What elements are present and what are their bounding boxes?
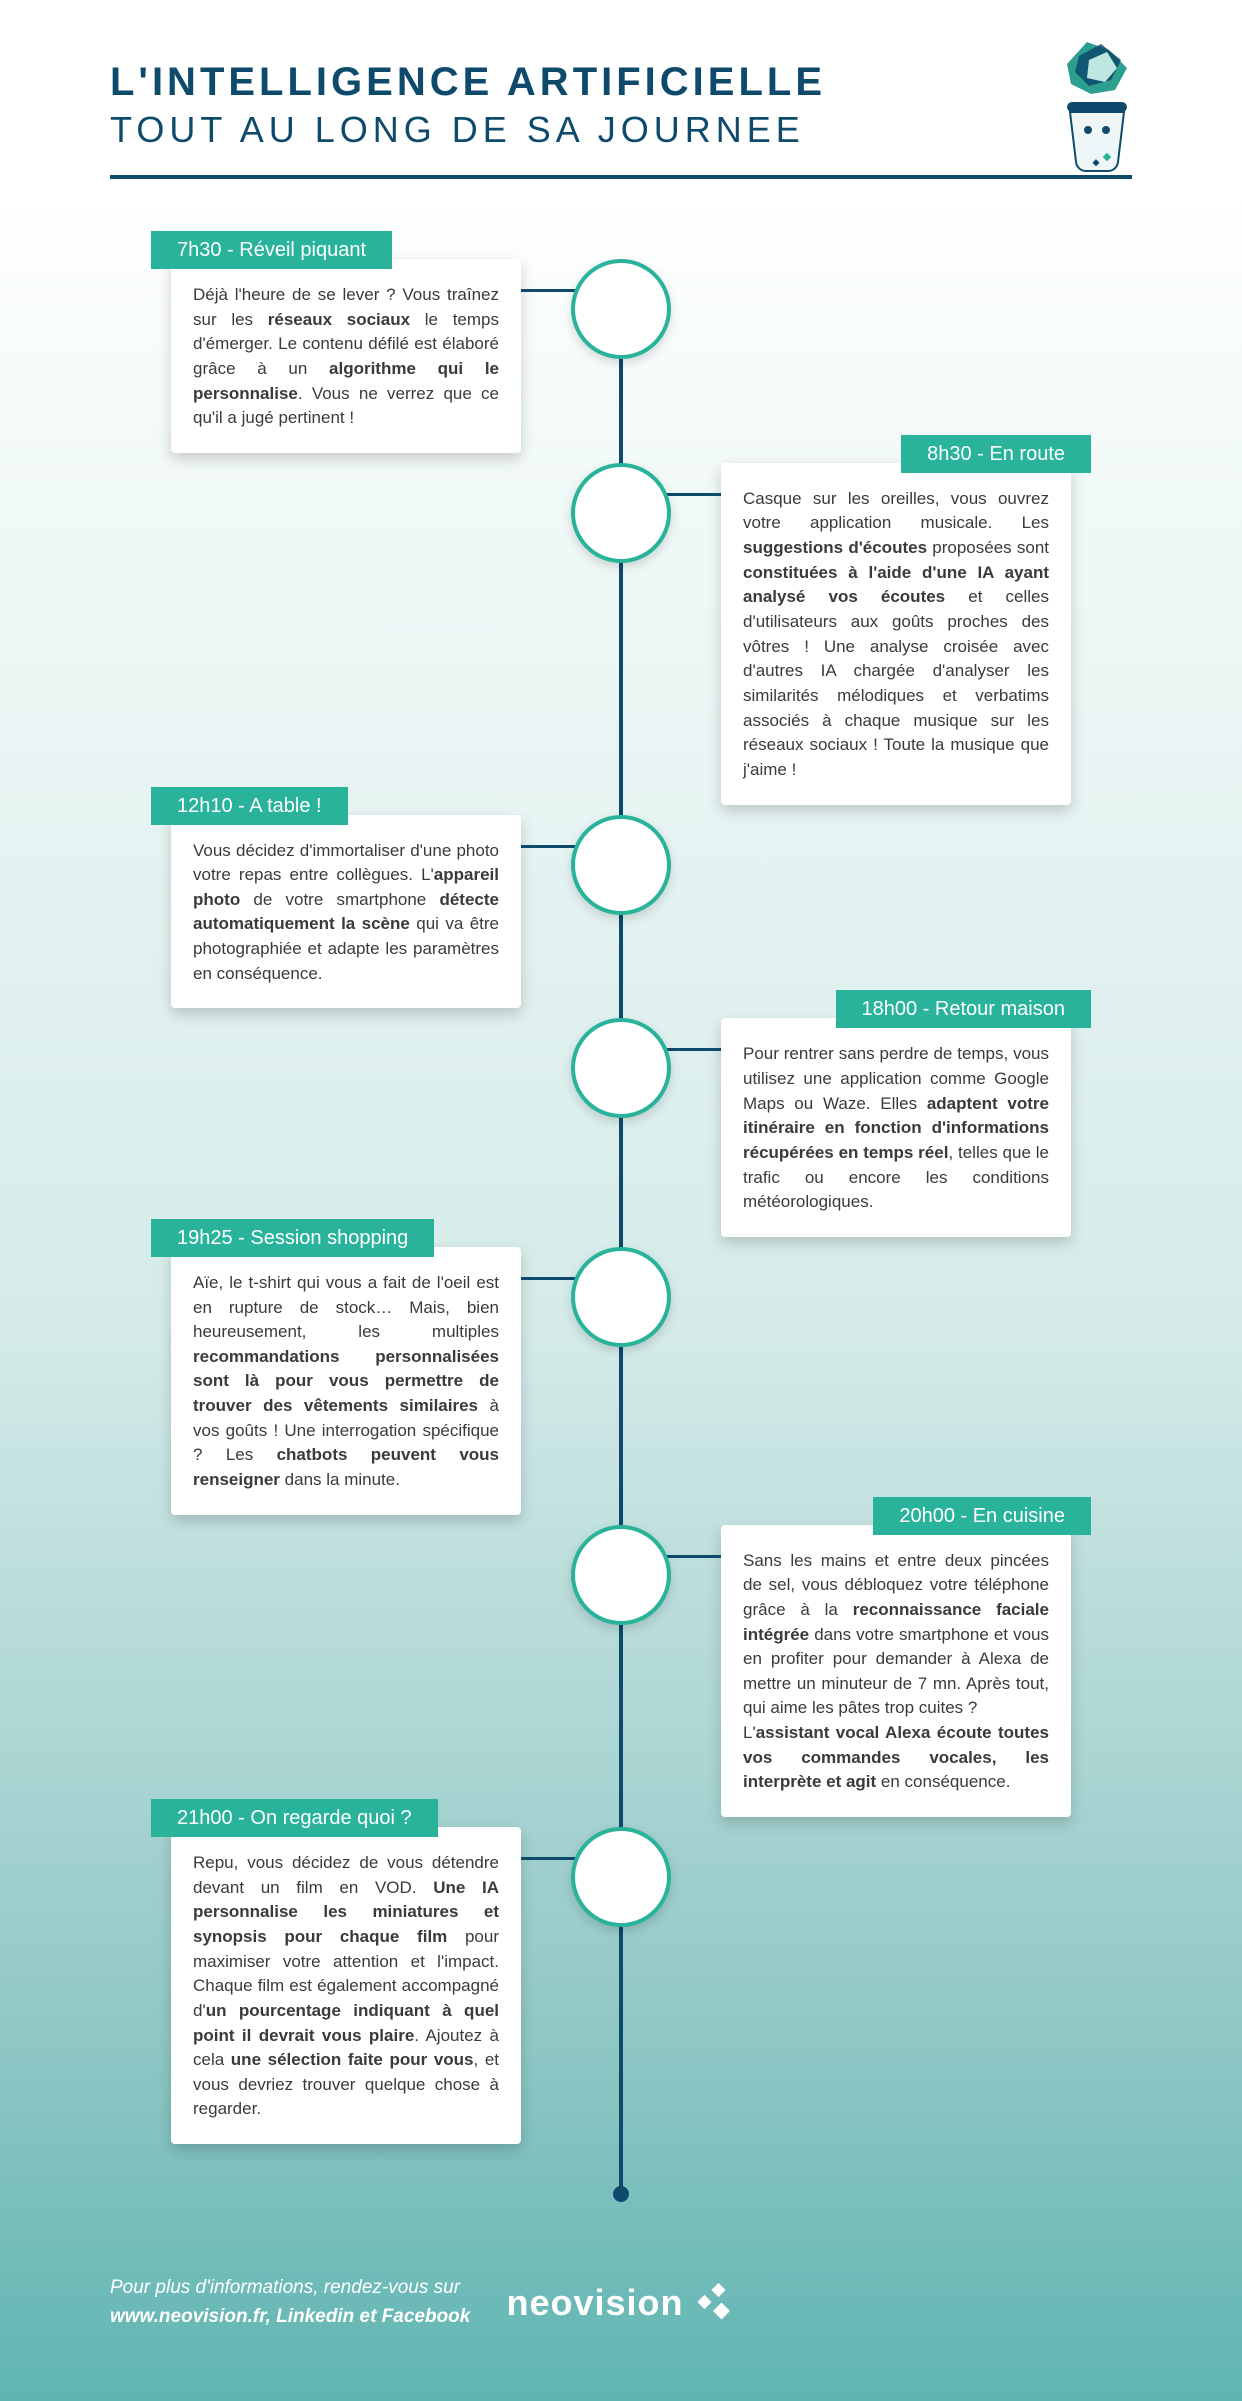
tv-speakers-icon — [571, 1827, 671, 1927]
footer: Pour plus d'informations, rendez-vous su… — [0, 2234, 1242, 2361]
brand: neovision — [506, 2281, 735, 2325]
brand-name: neovision — [506, 2282, 683, 2324]
page-title: L'INTELLIGENCE ARTIFICIELLE — [110, 60, 1132, 105]
step-connector — [661, 493, 721, 496]
step-banner: 8h30 - En route — [901, 435, 1091, 473]
brand-logo-icon — [692, 2281, 736, 2325]
step-card: 21h00 - On regarde quoi ?Repu, vous déci… — [171, 1827, 521, 2144]
step-body: Déjà l'heure de se lever ? Vous traînez … — [171, 259, 521, 453]
step-banner: 18h00 - Retour maison — [836, 990, 1091, 1028]
page-subtitle: TOUT AU LONG DE SA JOURNEE — [110, 109, 1132, 151]
step-body: Casque sur les oreilles, vous ouvrez vot… — [721, 463, 1071, 805]
step-body: Repu, vous décidez de vous détendre deva… — [171, 1827, 521, 2144]
step-col-right: 20h00 - En cuisineSans les mains et entr… — [621, 1535, 1242, 1817]
infographic-root: L'INTELLIGENCE ARTIFICIELLE TOUT AU LONG… — [0, 0, 1242, 2401]
footer-text: Pour plus d'informations, rendez-vous su… — [110, 2274, 470, 2331]
step-banner: 12h10 - A table ! — [151, 787, 348, 825]
footer-line2: www.neovision.fr, Linkedin et Facebook — [110, 2306, 470, 2327]
step-col-left: 12h10 - A table !Vous décidez d'immortal… — [0, 825, 621, 1009]
step-banner: 21h00 - On regarde quoi ? — [151, 1799, 438, 1837]
step-col-left: 21h00 - On regarde quoi ?Repu, vous déci… — [0, 1837, 621, 2144]
map-pin-icon — [571, 1018, 671, 1118]
step-body: Vous décidez d'immortaliser d'une photo … — [171, 815, 521, 1009]
step-banner: 7h30 - Réveil piquant — [151, 231, 392, 269]
step-connector — [521, 1277, 581, 1280]
step-card: 8h30 - En routeCasque sur les oreilles, … — [721, 463, 1071, 805]
step-connector — [521, 845, 581, 848]
face-voice-icon — [571, 1525, 671, 1625]
phone-social-icon — [571, 259, 671, 359]
monitor-cart-icon — [571, 1247, 671, 1347]
step-col-left: 7h30 - Réveil piquantDéjà l'heure de se … — [0, 269, 621, 453]
step-card: 18h00 - Retour maisonPour rentrer sans p… — [721, 1018, 1071, 1236]
step-body: Sans les mains et entre deux pincées de … — [721, 1525, 1071, 1817]
robot-illustration — [1022, 30, 1172, 195]
header: L'INTELLIGENCE ARTIFICIELLE TOUT AU LONG… — [0, 0, 1242, 199]
headphones-icon — [571, 463, 671, 563]
phone-camera-icon — [571, 815, 671, 915]
step-connector — [521, 1857, 581, 1860]
step-col-right: 18h00 - Retour maisonPour rentrer sans p… — [621, 1028, 1242, 1236]
header-divider — [110, 175, 1132, 179]
step-body: Aïe, le t-shirt qui vous a fait de l'oei… — [171, 1247, 521, 1515]
step-card: 20h00 - En cuisineSans les mains et entr… — [721, 1525, 1071, 1817]
step-card: 19h25 - Session shoppingAïe, le t-shirt … — [171, 1247, 521, 1515]
step-banner: 19h25 - Session shopping — [151, 1219, 434, 1257]
timeline: 7h30 - Réveil piquantDéjà l'heure de se … — [0, 259, 1242, 2234]
step-card: 12h10 - A table !Vous décidez d'immortal… — [171, 815, 521, 1009]
step-body: Pour rentrer sans perdre de temps, vous … — [721, 1018, 1071, 1236]
step-card: 7h30 - Réveil piquantDéjà l'heure de se … — [171, 259, 521, 453]
step-col-right: 8h30 - En routeCasque sur les oreilles, … — [621, 473, 1242, 805]
step-connector — [661, 1048, 721, 1051]
step-col-left: 19h25 - Session shoppingAïe, le t-shirt … — [0, 1257, 621, 1515]
step-connector — [661, 1555, 721, 1558]
step-banner: 20h00 - En cuisine — [873, 1497, 1091, 1535]
step-connector — [521, 289, 581, 292]
footer-line1: Pour plus d'informations, rendez-vous su… — [110, 2277, 460, 2298]
